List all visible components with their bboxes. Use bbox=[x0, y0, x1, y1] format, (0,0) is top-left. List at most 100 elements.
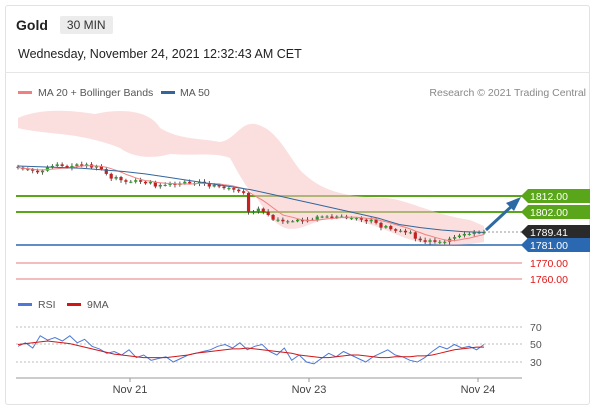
level-tag-1812 bbox=[521, 189, 590, 203]
candle-body bbox=[60, 164, 64, 166]
candle-body bbox=[139, 180, 143, 182]
candle-body bbox=[148, 181, 153, 184]
candle-body bbox=[286, 221, 290, 223]
candle-body bbox=[369, 219, 373, 222]
candle-body bbox=[443, 241, 447, 243]
candle-body bbox=[374, 219, 378, 223]
candle-body bbox=[354, 218, 359, 220]
x-tick-nov24: Nov 24 bbox=[461, 384, 496, 396]
candle-body bbox=[188, 181, 192, 184]
candle-body bbox=[134, 180, 138, 182]
candle-body bbox=[36, 170, 40, 173]
x-axis: Nov 21 Nov 23 Nov 24 bbox=[16, 377, 522, 396]
candle-body bbox=[482, 232, 486, 234]
candle-body bbox=[251, 211, 256, 213]
candle-body bbox=[325, 216, 329, 218]
ma20-legend-swatch bbox=[18, 91, 32, 94]
forecast-arrow-shaft bbox=[484, 203, 515, 232]
rsi-ma9-line bbox=[17, 340, 484, 359]
candle-body bbox=[109, 173, 113, 179]
candle-body bbox=[124, 180, 128, 182]
level-label-1760: 1760.00 bbox=[530, 274, 568, 286]
candle-body bbox=[428, 240, 432, 242]
candle-body bbox=[256, 208, 260, 212]
candle-body bbox=[364, 219, 368, 222]
rsi-axis-labels: 70 50 30 bbox=[530, 322, 542, 369]
price-legend: MA 20 + Bollinger Bands MA 50 Research ©… bbox=[18, 87, 586, 99]
level-labels: 1812.00 1802.00 1789.41 1781.00 1770.00 … bbox=[521, 189, 590, 286]
candle-body bbox=[227, 188, 231, 190]
candle-body bbox=[207, 183, 211, 187]
candle-body bbox=[26, 169, 30, 171]
candle-body bbox=[281, 219, 285, 222]
candle-body bbox=[433, 240, 437, 242]
candle-body bbox=[477, 232, 481, 234]
candle-body bbox=[291, 221, 295, 223]
candle-body bbox=[403, 230, 408, 233]
candle-body bbox=[384, 226, 388, 228]
candle-body bbox=[183, 181, 187, 184]
candle-body bbox=[457, 235, 462, 238]
candle-body bbox=[315, 216, 319, 220]
candle-body bbox=[462, 233, 466, 236]
candle-body bbox=[271, 214, 275, 220]
candle-body bbox=[158, 184, 162, 187]
candle-body bbox=[104, 169, 108, 174]
candle-body bbox=[359, 218, 363, 220]
ma20-legend-label: MA 20 + Bollinger Bands bbox=[38, 87, 153, 99]
candle-body bbox=[212, 184, 216, 187]
level-tag-last bbox=[521, 225, 590, 239]
credit-text: Research © 2021 Trading Central bbox=[429, 87, 586, 99]
ma9-legend-label: 9MA bbox=[87, 299, 109, 311]
level-label-1812: 1812.00 bbox=[530, 191, 568, 203]
rsi-line bbox=[17, 335, 485, 365]
candle-body bbox=[143, 181, 148, 184]
header-divider bbox=[5, 72, 590, 73]
candle-body bbox=[438, 241, 442, 243]
level-label-last: 1789.41 bbox=[530, 227, 568, 239]
candle-body bbox=[296, 219, 300, 222]
candle-body bbox=[65, 165, 69, 168]
candle-body bbox=[153, 181, 157, 187]
candle-body bbox=[467, 233, 471, 235]
rsi-legend-label: RSI bbox=[38, 299, 56, 311]
ma9-legend-swatch bbox=[67, 303, 81, 306]
rsi-legend-swatch bbox=[18, 303, 32, 306]
candle-body bbox=[261, 208, 265, 212]
candle-body bbox=[70, 165, 74, 168]
ma20-line bbox=[17, 165, 485, 242]
candle-body bbox=[472, 232, 476, 234]
candle-body bbox=[418, 238, 422, 241]
candle-body bbox=[237, 189, 241, 192]
candle-body bbox=[163, 184, 167, 186]
candle-body bbox=[222, 186, 226, 189]
candle-body bbox=[232, 188, 236, 190]
level-label-1781: 1781.00 bbox=[530, 240, 568, 252]
candle-body bbox=[16, 166, 20, 168]
candle-body bbox=[330, 216, 334, 219]
candle-body bbox=[408, 232, 413, 234]
ma50-legend-swatch bbox=[161, 91, 175, 94]
candle-body bbox=[394, 229, 398, 231]
forecast-arrow bbox=[484, 197, 521, 232]
candle-body bbox=[94, 165, 99, 168]
candle-body bbox=[300, 219, 305, 222]
instrument-title: Gold bbox=[16, 17, 48, 33]
candle-body bbox=[99, 165, 103, 170]
candle-body bbox=[80, 164, 84, 166]
timeframe-badge[interactable]: 30 MIN bbox=[59, 16, 113, 34]
ma50-legend-label: MA 50 bbox=[180, 87, 210, 99]
candle-body bbox=[266, 211, 270, 215]
candle-body bbox=[75, 164, 79, 166]
rsi-gridlines bbox=[16, 326, 522, 363]
candle-body bbox=[242, 191, 246, 193]
candle-body bbox=[389, 226, 393, 230]
level-tag-1781 bbox=[521, 238, 590, 252]
rsi-tick-30: 30 bbox=[530, 357, 542, 369]
candle-body bbox=[114, 177, 118, 179]
candle-body bbox=[197, 181, 202, 184]
level-label-1802: 1802.00 bbox=[530, 207, 568, 219]
level-label-1770: 1770.00 bbox=[530, 258, 568, 270]
candle-body bbox=[129, 181, 133, 183]
